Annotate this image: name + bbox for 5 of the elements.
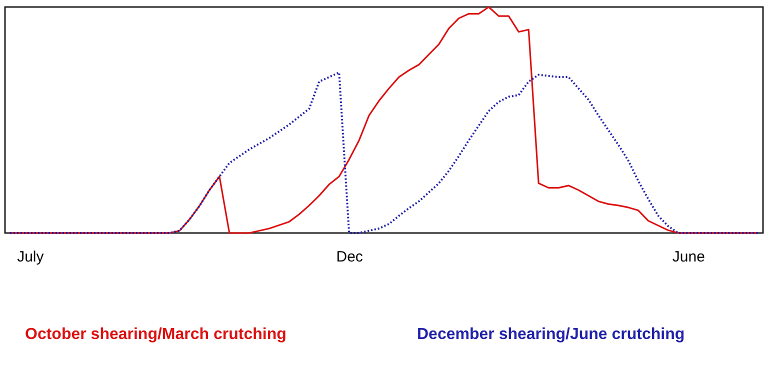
text: December shearing/June crutching	[417, 326, 685, 343]
x-tick-label: Dec	[336, 248, 364, 266]
text: October shearing/March crutching	[25, 326, 286, 343]
x-tick-label: July	[17, 248, 44, 266]
x-tick-label: June	[672, 248, 705, 266]
